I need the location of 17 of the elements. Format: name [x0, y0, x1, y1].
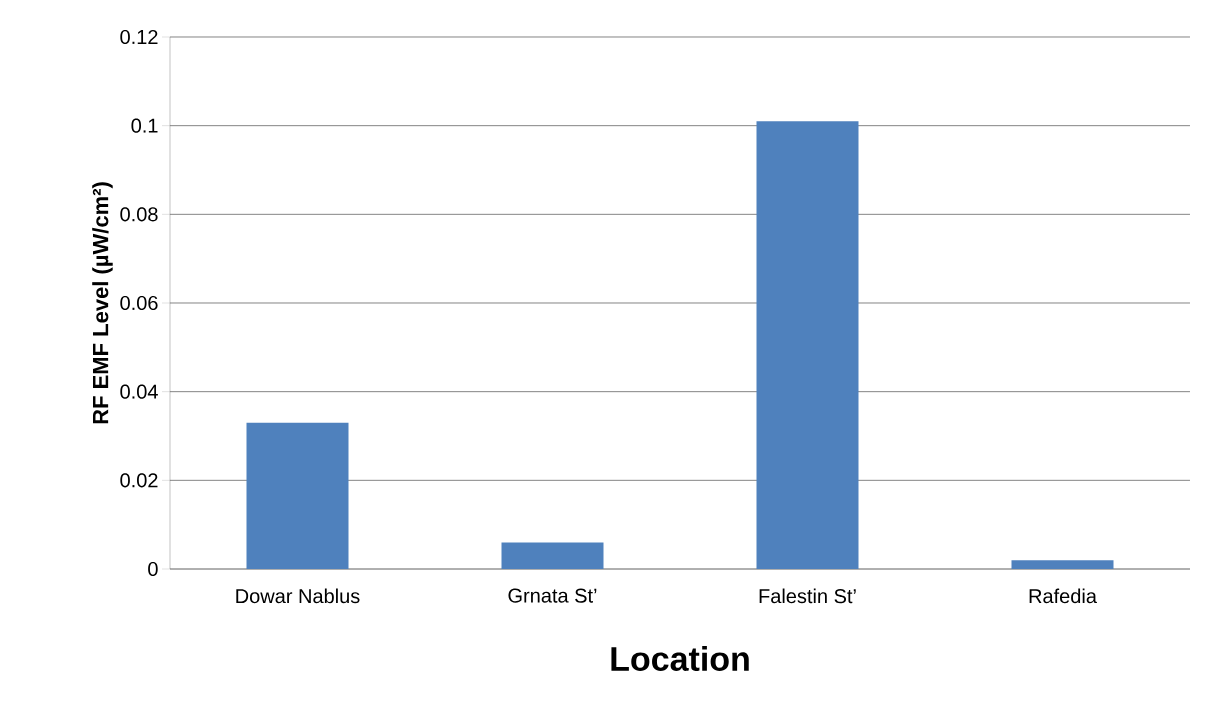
- x-axis-title: Location: [611, 646, 749, 672]
- bar: [246, 422, 349, 569]
- y-tick-label: 0.1: [131, 118, 158, 133]
- bar: [501, 542, 604, 569]
- y-tick-label: 0.04: [120, 384, 158, 399]
- y-tick-label: 0.02: [120, 473, 158, 488]
- x-tick-label: Rafedia: [1029, 588, 1097, 604]
- bar: [756, 121, 859, 569]
- y-axis-title: RF EMF Level (µW/cm²): [92, 182, 113, 424]
- y-tick-label: 0: [148, 561, 158, 577]
- y-tick-label: 0.06: [120, 295, 158, 311]
- x-tick-label: Grnata St’: [508, 588, 597, 603]
- y-tick-label: 0.08: [120, 207, 158, 222]
- x-tick-label: Dowar Nablus: [236, 588, 360, 604]
- x-tick-label: Falestin St’: [759, 588, 856, 604]
- y-tick-label: 0.12: [120, 29, 158, 45]
- bar: [1011, 560, 1114, 569]
